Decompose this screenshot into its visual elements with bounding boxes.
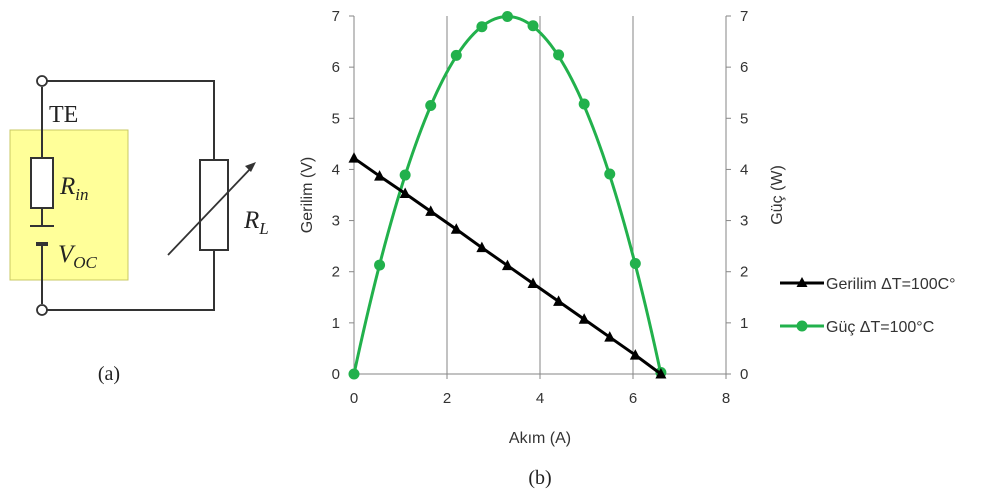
power-point bbox=[553, 49, 565, 61]
left-y-tick-label: 7 bbox=[332, 8, 340, 25]
voltage-point bbox=[374, 170, 386, 181]
right-y-tick-label: 5 bbox=[740, 110, 748, 127]
left-y-tick-label: 5 bbox=[332, 110, 340, 127]
voltage-point bbox=[425, 205, 437, 216]
voltage-point bbox=[655, 368, 667, 379]
x-axis: 0 2 4 6 8 bbox=[350, 373, 730, 407]
power-point bbox=[450, 49, 462, 61]
power-point bbox=[476, 21, 488, 33]
bottom-wire bbox=[42, 250, 215, 311]
load-adjust-arrow bbox=[167, 166, 253, 256]
right-y-tick-label: 3 bbox=[740, 213, 748, 230]
voltage-point bbox=[399, 187, 411, 198]
x-gridlines bbox=[446, 16, 634, 374]
load-arrow-head bbox=[245, 162, 256, 172]
x-tick-label: 8 bbox=[722, 390, 730, 407]
voltage-point bbox=[450, 223, 462, 234]
power-point bbox=[604, 168, 616, 180]
voc-main: V bbox=[58, 241, 76, 268]
circuit-diagram: TE Rin VOC RL (a) bbox=[9, 75, 269, 385]
voc-sub: OC bbox=[73, 253, 97, 272]
rl-label: RL bbox=[243, 207, 269, 238]
circuit-caption: (a) bbox=[98, 363, 120, 385]
x-tick-label: 4 bbox=[536, 390, 544, 407]
voltage-point bbox=[553, 295, 565, 306]
voltage-point bbox=[578, 313, 590, 324]
x-tick-label: 2 bbox=[443, 390, 451, 407]
left-y-tick-label: 2 bbox=[332, 264, 340, 281]
power-point bbox=[399, 169, 411, 181]
power-point bbox=[501, 11, 513, 23]
top-wire bbox=[42, 80, 215, 160]
legend-power-text: Güç ΔT=100°C bbox=[826, 319, 934, 336]
x-ticks: 0 2 4 6 8 bbox=[350, 374, 730, 407]
right-y-tick-label: 7 bbox=[740, 8, 748, 25]
chart-caption: (b) bbox=[528, 467, 551, 489]
voc-label: VOC bbox=[58, 241, 98, 272]
left-y-tick-label: 0 bbox=[332, 366, 340, 383]
load-resistor bbox=[199, 159, 229, 251]
top-terminal bbox=[36, 75, 48, 87]
voltage-point bbox=[527, 277, 539, 288]
left-y-tick-label: 3 bbox=[332, 213, 340, 230]
bottom-terminal bbox=[36, 304, 48, 316]
rin-sub: in bbox=[75, 185, 88, 204]
legend-voltage-marker bbox=[796, 277, 808, 287]
te-label: TE bbox=[49, 102, 78, 128]
right-y-tick-label: 6 bbox=[740, 59, 748, 76]
power-point bbox=[578, 98, 590, 110]
left-y-ticks: 0 1 2 3 4 5 6 7 bbox=[332, 8, 354, 383]
right-y-axis-label: Güç (W) bbox=[769, 165, 786, 225]
rl-sub: L bbox=[258, 219, 268, 238]
voltage-point bbox=[476, 241, 488, 253]
x-tick-label: 6 bbox=[629, 390, 637, 407]
legend: Gerilim ΔT=100C° Güç ΔT=100°C bbox=[780, 276, 956, 336]
right-y-tick-label: 4 bbox=[740, 161, 748, 178]
series-power bbox=[348, 11, 667, 380]
power-series-line bbox=[352, 15, 663, 375]
legend-power-marker bbox=[796, 320, 808, 332]
chart: 0 2 4 6 8 0 1 2 3 4 5 6 7 0 1 2 3 4 5 6 7 Akım (A) Gerilim… bbox=[299, 8, 956, 489]
power-point bbox=[425, 100, 437, 111]
te-module-box bbox=[9, 129, 129, 281]
series-voltage bbox=[348, 152, 667, 379]
voltage-point bbox=[629, 349, 641, 360]
power-point bbox=[527, 20, 539, 32]
left-y-tick-label: 4 bbox=[332, 161, 340, 178]
rin-label: Rin bbox=[59, 173, 89, 204]
left-y-tick-label: 6 bbox=[332, 59, 340, 76]
internal-resistor bbox=[30, 157, 54, 209]
right-y-tick-label: 0 bbox=[740, 366, 748, 383]
legend-item-power: Güç ΔT=100°C bbox=[780, 319, 934, 336]
right-y-ticks: 0 1 2 3 4 5 6 7 bbox=[726, 8, 748, 383]
x-tick-label: 0 bbox=[350, 390, 358, 407]
voltage-point bbox=[501, 259, 513, 271]
legend-voltage-text: Gerilim ΔT=100C° bbox=[826, 276, 956, 293]
rin-main: R bbox=[59, 173, 75, 200]
left-y-axis-label: Gerilim (V) bbox=[299, 157, 316, 233]
rl-main: R bbox=[243, 207, 259, 234]
right-y-tick-label: 1 bbox=[740, 315, 748, 332]
left-y-tick-label: 1 bbox=[332, 315, 340, 332]
power-point bbox=[348, 368, 360, 380]
voltage-point bbox=[348, 152, 360, 163]
right-y-tick-label: 2 bbox=[740, 264, 748, 281]
x-axis-label: Akım (A) bbox=[509, 430, 571, 447]
voltage-point bbox=[604, 331, 616, 342]
power-point bbox=[629, 258, 641, 270]
power-point bbox=[374, 259, 386, 271]
legend-item-voltage: Gerilim ΔT=100C° bbox=[780, 276, 956, 293]
